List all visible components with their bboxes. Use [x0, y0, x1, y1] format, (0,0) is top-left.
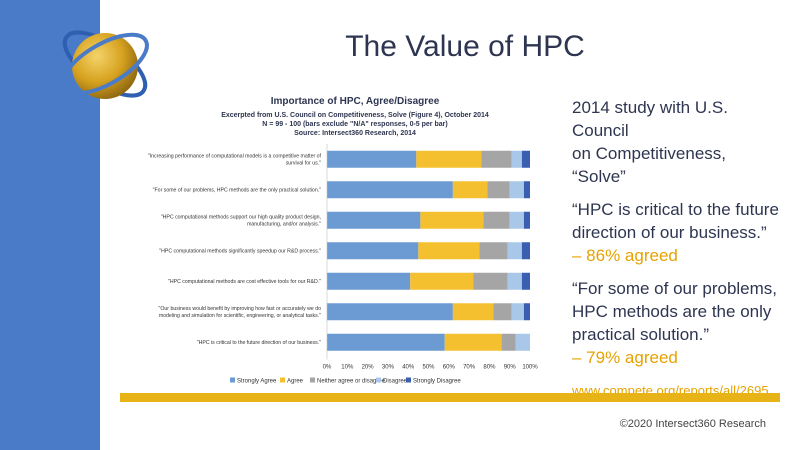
bar-segment: [418, 242, 480, 260]
bar-segment: [509, 181, 524, 199]
bar-segment: [479, 242, 508, 260]
legend-label: Neither agree or disagree: [317, 379, 386, 385]
bar-segment: [327, 242, 419, 260]
x-tick-label: 80%: [483, 365, 496, 371]
bar-segment: [487, 181, 510, 199]
x-tick-label: 100%: [522, 365, 538, 371]
category-label: "HPC computational methods are cost effe…: [168, 279, 321, 285]
legend-swatch: [230, 377, 235, 383]
bar-segment: [501, 333, 516, 351]
category-label: "Increasing performance of computational…: [148, 154, 322, 167]
x-tick-label: 20%: [362, 365, 375, 371]
bar-segment: [327, 181, 453, 199]
gold-divider-bar: [120, 393, 780, 402]
bar-segment: [416, 150, 482, 168]
x-tick-label: 60%: [443, 365, 456, 371]
bar-segment: [509, 211, 524, 229]
study-text: 2014 study with U.S. Council on Competit…: [572, 96, 782, 188]
chart-subtitle-line: Excerpted from U.S. Council on Competiti…: [221, 112, 489, 119]
bar-segment: [481, 150, 512, 168]
chart-title: Importance of HPC, Agree/Disagree: [270, 96, 440, 107]
x-tick-label: 70%: [463, 365, 476, 371]
bar-segment: [327, 333, 445, 351]
legend-label: Agree: [287, 379, 304, 385]
bar-segment: [483, 211, 510, 229]
quote-1-percent: – 86% agreed: [572, 246, 678, 265]
bar-segment: [410, 272, 474, 290]
legend-swatch: [406, 377, 411, 383]
chart-subtitle-line: N = 99 - 100 (bars exclude "N/A" respons…: [262, 121, 448, 128]
chart-subtitle: Excerpted from U.S. Council on Competiti…: [150, 111, 560, 138]
category-label: "For some of our problems, HPC methods a…: [153, 188, 321, 194]
bar-segment: [327, 303, 453, 321]
bar-segment: [523, 211, 530, 229]
bar-segment: [507, 242, 522, 260]
bar-segment: [327, 211, 421, 229]
x-tick-label: 40%: [402, 365, 415, 371]
category-label: "HPC is critical to the future direction…: [197, 340, 321, 346]
quote-line: “For some of our problems,: [572, 279, 778, 298]
x-tick-label: 30%: [382, 365, 395, 371]
bar-segment: [521, 150, 530, 168]
bar-segment: [507, 272, 522, 290]
quote-2: “For some of our problems, HPC methods a…: [572, 277, 782, 369]
category-label: "HPC computational methods significantly…: [159, 249, 321, 255]
bar-segment: [521, 242, 530, 260]
legend-swatch: [310, 377, 315, 383]
bar-segment: [511, 303, 524, 321]
x-tick-label: 10%: [341, 365, 354, 371]
quote-line: practical solution.”: [572, 325, 710, 344]
right-panel: 2014 study with U.S. Council on Competit…: [572, 96, 782, 398]
study-line: on Competitiveness, “Solve”: [572, 144, 727, 186]
x-tick-label: 90%: [504, 365, 517, 371]
globe-logo-icon: [61, 30, 149, 99]
bar-segment: [420, 211, 484, 229]
bar-segment: [515, 333, 530, 351]
stacked-bar-chart: "Increasing performance of computational…: [148, 144, 538, 385]
chart-subtitle-line: Source: Intersect360 Research, 2014: [294, 130, 416, 137]
quote-2-percent: – 79% agreed: [572, 348, 678, 367]
category-label: "Our business would benefit by improving…: [159, 306, 322, 319]
bar-segment: [327, 272, 411, 290]
legend-swatch: [376, 377, 381, 383]
quote-line: direction of our business.”: [572, 223, 767, 242]
bar-segment: [521, 272, 530, 290]
quote-1: “HPC is critical to the future direction…: [572, 198, 782, 267]
legend-label: Disagree: [383, 379, 408, 385]
slide-title: The Value of HPC: [345, 30, 585, 63]
x-tick-label: 50%: [422, 365, 435, 371]
bar-segment: [473, 272, 508, 290]
copyright-text: ©2020 Intersect360 Research: [619, 418, 766, 430]
bar-segment: [523, 303, 530, 321]
bar-segment: [493, 303, 512, 321]
study-line: 2014 study with U.S. Council: [572, 98, 728, 140]
bar-segment: [444, 333, 502, 351]
category-label: "HPC computational methods support our h…: [161, 215, 321, 228]
bar-segment: [523, 181, 530, 199]
bar-segment: [452, 181, 488, 199]
bar-segment: [327, 150, 417, 168]
legend-label: Strongly Disagree: [413, 379, 461, 385]
bar-segment: [452, 303, 494, 321]
quote-line: “HPC is critical to the future: [572, 200, 779, 219]
legend-label: Strongly Agree: [237, 379, 277, 385]
quote-line: HPC methods are the only: [572, 302, 772, 321]
legend-swatch: [280, 377, 285, 383]
x-tick-label: 0%: [323, 365, 332, 371]
bar-segment: [511, 150, 522, 168]
